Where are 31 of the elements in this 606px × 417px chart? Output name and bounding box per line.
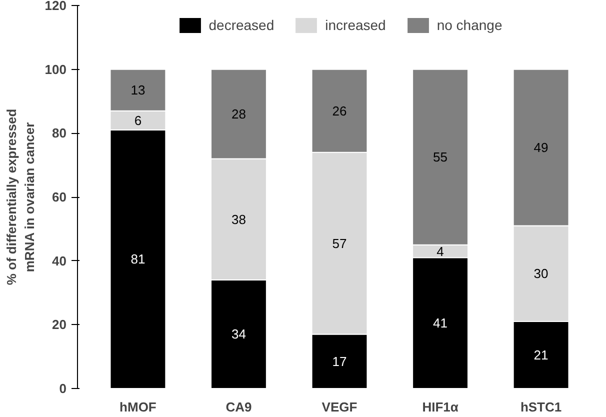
data-label: 38 [232,212,246,227]
data-label: 4 [436,244,444,259]
x-tick-label: hSTC1 [520,400,562,414]
data-label: 28 [232,106,246,122]
data-label: 49 [534,140,548,156]
data-label: 55 [433,150,448,165]
y-tick-label: 20 [52,317,67,332]
data-label: 41 [433,316,448,331]
x-tick-label: VEGF [322,400,358,414]
y-tick-label: 100 [44,62,67,77]
data-label: 13 [130,82,146,98]
y-axis-title: % of differentially expressed mRNA in ovarian cancer [4,108,37,286]
y-tick-label: 0 [59,381,67,396]
data-label: 26 [332,103,347,118]
legend-label: decreased [208,17,274,33]
legend-label: increased [325,17,386,33]
data-label: 34 [232,326,246,342]
y-tick-label: 60 [52,190,67,204]
y-tick-label: 40 [52,253,67,268]
legend-label: no change [436,17,502,33]
x-tick-label: HIF1α [422,400,458,414]
y-tick-label: 120 [44,0,67,13]
data-label: 57 [332,236,347,251]
y-tick-label: 80 [52,126,67,141]
data-label: 30 [534,266,548,282]
x-tick-label: CA9 [226,400,252,414]
data-label: 81 [130,252,146,267]
data-label: 6 [134,112,142,128]
x-tick-label: hMOF [120,400,156,414]
data-label: 21 [534,347,548,362]
data-label: 17 [332,354,347,369]
